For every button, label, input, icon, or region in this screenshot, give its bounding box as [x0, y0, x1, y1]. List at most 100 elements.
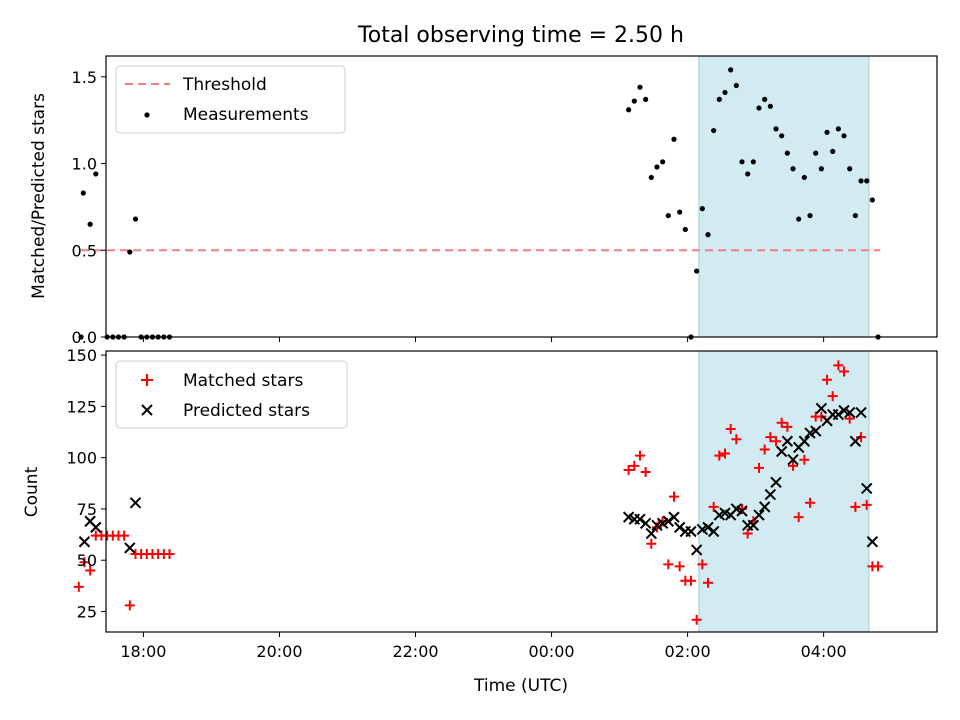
matched-star-marker: [833, 360, 844, 371]
matched-star-marker: [663, 559, 674, 570]
bottom-y-tick-label: 100: [66, 449, 97, 468]
matched-star-marker: [759, 444, 770, 455]
matched-star-marker: [782, 421, 793, 432]
matched-star-marker: [731, 434, 742, 445]
measurement-point: [818, 166, 824, 172]
measurement-point: [643, 96, 649, 102]
matched-star-marker: [668, 491, 679, 502]
x-tick-label: 20:00: [256, 642, 302, 661]
measurement-point: [773, 126, 779, 132]
legend-measurement-swatch: [144, 112, 150, 118]
legend-matched-label: Matched stars: [183, 371, 303, 391]
predicted-star-marker: [668, 511, 680, 523]
matched-star-marker: [714, 450, 725, 461]
x-axis-label: Time (UTC): [473, 676, 568, 696]
matched-star-marker: [816, 411, 827, 422]
measurement-point: [132, 216, 139, 222]
measurement-point: [78, 334, 84, 340]
measurement-point: [852, 212, 858, 219]
bottom-legend: Matched stars Predicted stars: [115, 360, 348, 429]
matched-star-marker: [629, 460, 640, 471]
bottom-y-tick-label: 50: [77, 551, 97, 570]
matched-star-marker: [623, 464, 634, 475]
measurement-point: [864, 178, 870, 184]
measurement-point: [779, 133, 785, 139]
measurement-point: [677, 209, 683, 215]
x-tick-label: 00:00: [528, 642, 574, 661]
predicted-star-marker: [747, 519, 760, 532]
predicted-star-marker: [843, 406, 856, 419]
predicted-star-marker: [639, 517, 652, 529]
measurement-point: [858, 178, 864, 184]
predicted-star-marker: [129, 497, 142, 509]
predicted-star-marker: [124, 542, 136, 554]
measurement-point: [631, 98, 637, 104]
measurement-point: [728, 67, 734, 73]
predicted-star-marker: [866, 536, 879, 548]
predicted-star-marker: [815, 402, 828, 415]
predicted-star-marker: [764, 488, 777, 501]
predicted-star-marker: [736, 505, 748, 517]
predicted-star-marker: [78, 536, 91, 548]
predicted-star-marker: [798, 435, 811, 447]
legend-measurements-label: Measurements: [183, 105, 309, 125]
measurement-point: [830, 148, 836, 155]
top-plot-frame: [105, 55, 938, 338]
measurement-point: [711, 127, 717, 134]
matched-star-marker: [725, 423, 736, 434]
predicted-star-marker: [781, 435, 794, 447]
measurement-point: [750, 159, 756, 165]
measurement-point: [835, 126, 841, 132]
measurement-point: [626, 107, 632, 113]
top-axes: 0.0 0.5 1.0 1.5: [72, 68, 825, 347]
measurement-point: [739, 159, 745, 165]
matched-star-marker: [776, 417, 787, 428]
matched-star-marker: [754, 462, 765, 473]
measurement-point: [722, 89, 728, 96]
matched-star-marker: [85, 565, 96, 576]
measurement-point: [762, 96, 768, 102]
matched-star-marker: [719, 448, 730, 459]
top-panel: 0.0 0.5 1.0 1.5 Matched/Predicted stars Thr…: [29, 55, 938, 347]
measurement-point: [807, 212, 813, 219]
bottom-y-tick-label: 25: [77, 602, 97, 621]
measurement-point: [813, 150, 819, 156]
matched-star-marker: [124, 600, 135, 611]
matched-star-marker: [640, 467, 651, 478]
bottom-panel: 25 50 75 100 125 150 18:00 20:00 22:00 00:00 02:00…: [22, 346, 938, 696]
measurement-point: [648, 174, 654, 181]
matched-star-marker: [119, 530, 130, 541]
predicted-star-marker: [855, 406, 867, 419]
x-tick-label: 02:00: [665, 642, 711, 661]
predicted-star-marker: [90, 521, 102, 534]
top-y-tick-label: 1.0: [72, 155, 97, 174]
top-plot-content: [78, 55, 881, 340]
measurement-point: [796, 216, 802, 222]
legend-predicted-label: Predicted stars: [183, 401, 310, 421]
predicted-star-marker: [770, 476, 782, 488]
measurement-point: [767, 103, 773, 109]
matched-star-marker: [839, 366, 850, 377]
predicted-star-marker: [861, 482, 873, 495]
predicted-star-marker: [662, 515, 675, 527]
bottom-y-tick-label: 75: [77, 500, 97, 519]
measurement-point: [80, 190, 86, 196]
matched-star-marker: [697, 559, 708, 570]
top-y-tick-label: 0.0: [72, 328, 97, 347]
matched-star-marker: [708, 501, 719, 512]
top-highlight-interval: [698, 55, 870, 338]
predicted-star-marker: [832, 408, 845, 421]
measurement-point: [637, 84, 643, 90]
measurement-point: [869, 197, 875, 203]
top-y-axis-label: Matched/Predicted stars: [29, 93, 49, 299]
measurement-point: [801, 174, 807, 181]
matched-star-marker: [822, 374, 833, 385]
matched-star-marker: [793, 512, 804, 523]
predicted-star-marker: [685, 525, 697, 538]
top-y-tick-label: 0.5: [72, 241, 97, 260]
measurement-point: [671, 136, 677, 142]
predicted-star-marker: [645, 527, 658, 540]
measurement-point: [716, 96, 722, 102]
predicted-star-marker: [690, 544, 703, 556]
